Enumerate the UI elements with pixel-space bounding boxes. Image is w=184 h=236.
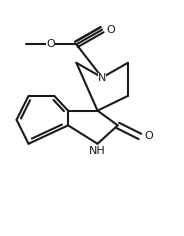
Text: O: O xyxy=(107,25,116,35)
Text: NH: NH xyxy=(89,146,106,156)
Text: N: N xyxy=(98,72,106,83)
Text: O: O xyxy=(144,131,153,141)
Text: O: O xyxy=(46,39,55,49)
